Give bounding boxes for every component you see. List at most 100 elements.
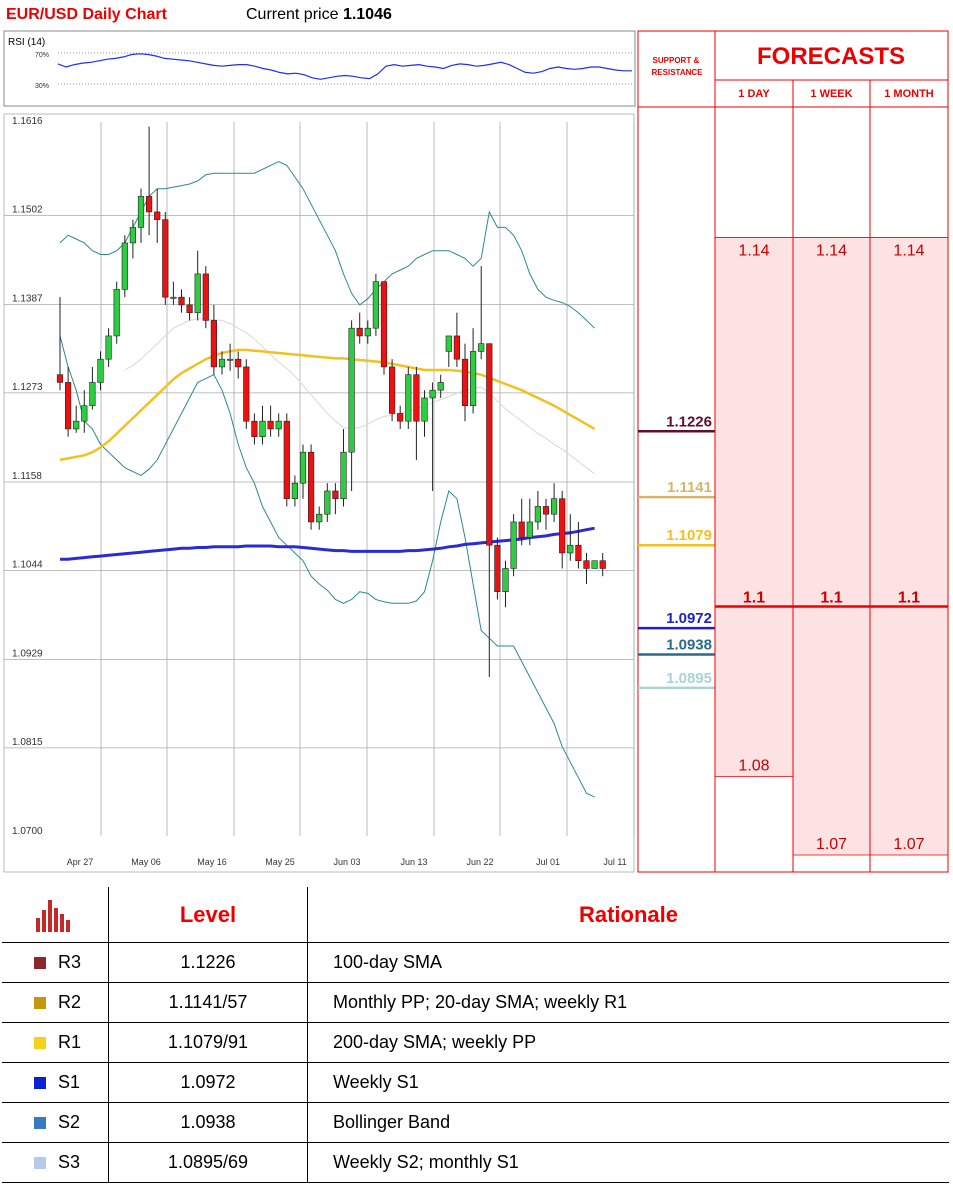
candle-body bbox=[154, 211, 161, 220]
level-color-swatch bbox=[34, 1076, 46, 1089]
table-head-level: Level bbox=[179, 901, 237, 927]
candle-body bbox=[283, 420, 290, 500]
y-tick-label: 1.0815 bbox=[12, 737, 43, 748]
forecast-range bbox=[715, 237, 793, 777]
candle-body bbox=[56, 374, 64, 383]
sma-100-line bbox=[59, 348, 596, 462]
row-label: S3 bbox=[2, 1143, 108, 1182]
x-tick-label: Jul 11 bbox=[603, 857, 626, 867]
price-chart-frame bbox=[3, 113, 635, 873]
forecast-high-value: 1.14 bbox=[816, 242, 847, 259]
candle-body bbox=[259, 420, 266, 437]
level-value: 1.0895/69 bbox=[167, 1152, 249, 1172]
sr-level-value: 1.0972 bbox=[666, 610, 712, 627]
forecast-low-value: 1.08 bbox=[738, 757, 769, 774]
candle-body bbox=[202, 273, 209, 321]
levels-heading: SUPPORT & RESISTANCE bbox=[652, 56, 704, 77]
x-tick-label: May 25 bbox=[265, 857, 295, 867]
candle-body bbox=[478, 343, 485, 352]
level-color-swatch bbox=[34, 1036, 46, 1049]
candle-body bbox=[275, 420, 282, 430]
candle-body bbox=[267, 420, 274, 430]
candle-body bbox=[65, 382, 72, 430]
candle-body bbox=[186, 304, 193, 313]
levels-table: Level Rationale R3 1.1226 100-day SMA R2 1.1… bbox=[0, 887, 953, 1189]
candle-body bbox=[494, 544, 501, 593]
level-rationale: Weekly S1 bbox=[333, 1072, 419, 1092]
rsi-label: RSI (14) bbox=[8, 37, 45, 48]
candle-body bbox=[421, 397, 428, 422]
candle-body bbox=[559, 498, 566, 554]
candle-body bbox=[429, 389, 436, 399]
level-rationale: Weekly S2; monthly S1 bbox=[333, 1152, 519, 1172]
chart-canvas: RSI (14) 70% 30% 1.1616 1.1502 1.1387 1.127… bbox=[3, 30, 949, 873]
row-label: R3 bbox=[2, 943, 108, 982]
candle-body bbox=[413, 374, 420, 422]
level-name: S3 bbox=[58, 1152, 81, 1172]
sma-200-line bbox=[60, 526, 595, 561]
candle-body bbox=[364, 327, 371, 337]
candle-body bbox=[599, 560, 606, 569]
level-name: S1 bbox=[58, 1072, 81, 1092]
candle-body bbox=[518, 521, 525, 538]
x-tick-label: Jul 01 bbox=[536, 857, 560, 867]
candle-body bbox=[526, 521, 533, 538]
candle-body bbox=[251, 420, 258, 437]
forecast-mid-value: 1.1 bbox=[898, 589, 920, 606]
candle-body bbox=[567, 544, 574, 554]
table-row: R1 1.1079/91 200-day SMA; weekly PP bbox=[2, 1023, 949, 1063]
level-value: 1.1079/91 bbox=[167, 1032, 249, 1052]
level-color-swatch bbox=[34, 1116, 46, 1129]
candle-body bbox=[105, 335, 112, 360]
level-color-swatch bbox=[34, 956, 46, 969]
forecast-mid-value: 1.1 bbox=[820, 589, 842, 606]
candle-body bbox=[146, 196, 153, 213]
current-price-label: Current price bbox=[246, 6, 339, 23]
table-row: S2 1.0938 Bollinger Band bbox=[2, 1103, 949, 1143]
candle-body bbox=[194, 273, 201, 313]
level-name: S2 bbox=[58, 1112, 81, 1132]
forecast-high-value: 1.14 bbox=[738, 242, 769, 259]
candle-body bbox=[170, 296, 177, 299]
level-color-swatch bbox=[34, 996, 46, 1009]
level-value: 1.1226 bbox=[180, 952, 236, 972]
candle-body bbox=[81, 405, 88, 422]
candle-body bbox=[445, 335, 452, 352]
level-name: R1 bbox=[58, 1032, 82, 1052]
level-rationale: Monthly PP; 20-day SMA; weekly R1 bbox=[333, 992, 628, 1012]
candle-body bbox=[356, 327, 363, 337]
bollinger-lower-line bbox=[59, 335, 595, 798]
table-row: S3 1.0895/69 Weekly S2; monthly S1 bbox=[2, 1143, 949, 1183]
forecast-high-value: 1.14 bbox=[893, 242, 924, 259]
current-price-value: 1.1046 bbox=[342, 6, 392, 23]
forecast-range bbox=[870, 237, 948, 855]
candle-body bbox=[583, 560, 590, 569]
candle-body bbox=[218, 358, 226, 368]
level-value: 1.1141/57 bbox=[168, 992, 248, 1012]
candle-body bbox=[405, 374, 412, 422]
candle-body bbox=[307, 451, 315, 523]
forecast-mid-value: 1.1 bbox=[743, 589, 765, 606]
candle-body bbox=[324, 490, 331, 515]
candle-body bbox=[575, 544, 582, 562]
forecast-low-value: 1.07 bbox=[893, 836, 924, 853]
sr-level-value: 1.1141 bbox=[667, 479, 712, 496]
levels-column bbox=[637, 30, 716, 873]
level-name: R3 bbox=[58, 952, 82, 972]
candle-body bbox=[550, 498, 558, 515]
table-header-row: Level Rationale bbox=[2, 887, 949, 943]
candle-body bbox=[591, 560, 598, 569]
chart-title: EUR/USD Daily Chart bbox=[6, 6, 167, 23]
rsi-upper-label: 70% bbox=[35, 52, 49, 59]
table-row: R3 1.1226 100-day SMA bbox=[2, 943, 949, 983]
candle-body bbox=[73, 420, 80, 430]
candle-body bbox=[316, 513, 323, 523]
x-tick-label: Jun 13 bbox=[400, 857, 427, 867]
candle-body bbox=[178, 296, 185, 306]
candle-body bbox=[227, 358, 234, 361]
row-label: S1 bbox=[2, 1063, 108, 1102]
level-value: 1.0938 bbox=[180, 1112, 236, 1132]
table-row: R2 1.1141/57 Monthly PP; 20-day SMA; weekl… bbox=[2, 983, 949, 1023]
candle-body bbox=[162, 219, 169, 298]
candle-body bbox=[348, 327, 355, 453]
